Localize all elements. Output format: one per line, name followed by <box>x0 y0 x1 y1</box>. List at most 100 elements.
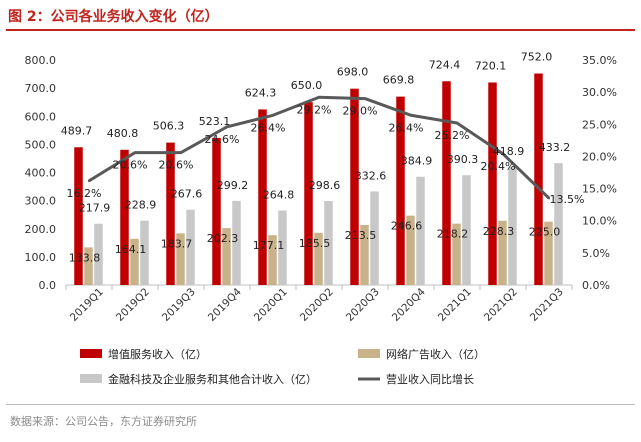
y-left-tick-label: 800.0 <box>25 54 57 67</box>
label-fintech: 264.8 <box>263 189 295 202</box>
y-right-tick-label: 35.0% <box>582 54 617 67</box>
y-right-tick-label: 25.0% <box>582 118 617 131</box>
bar-3 <box>370 191 379 285</box>
bar-2 <box>176 233 185 285</box>
label-fintech: 433.2 <box>539 141 571 154</box>
bar-3 <box>278 210 287 285</box>
label-growth: 16.2% <box>67 187 102 200</box>
chart-title: 图 2：公司各业务收入变化（亿） <box>8 9 219 25</box>
label-ads: 185.5 <box>299 237 331 250</box>
y-right-tick-label: 0.0% <box>582 279 610 292</box>
line-point <box>317 96 321 99</box>
label-value-added: 698.0 <box>337 66 369 79</box>
label-ads: 246.6 <box>391 220 423 233</box>
bar-2 <box>406 215 415 285</box>
line-series <box>87 95 551 200</box>
label-value-added: 752.0 <box>521 51 553 64</box>
label-fintech: 384.9 <box>401 155 433 168</box>
label-ads: 218.2 <box>437 228 469 241</box>
source-rule <box>6 404 635 405</box>
y-left-tick-label: 500.0 <box>25 138 57 151</box>
x-tick-label: 2020Q1 <box>252 286 290 324</box>
label-growth: 29.0% <box>343 105 378 118</box>
bar-2 <box>84 247 93 285</box>
legend-label: 网络广告收入（亿） <box>386 347 485 361</box>
label-value-added: 523.1 <box>199 115 231 128</box>
bar-1 <box>166 142 175 285</box>
legend-label: 金融科技及企业服务和其他合计收入（亿） <box>108 372 317 386</box>
bar-3 <box>186 209 195 285</box>
legend-swatch <box>80 349 102 358</box>
y-left-tick-label: 300.0 <box>25 195 57 208</box>
bar-1 <box>534 73 543 285</box>
label-ads: 164.1 <box>115 243 147 256</box>
label-ads: 228.3 <box>483 225 515 238</box>
label-value-added: 506.3 <box>153 120 185 133</box>
y-left-tick-label: 100.0 <box>25 251 57 264</box>
label-growth: 26.4% <box>251 121 286 134</box>
label-growth: 20.6% <box>113 159 148 172</box>
x-tick-label: 2020Q4 <box>390 286 428 324</box>
line-point <box>363 97 367 100</box>
bar-3 <box>232 200 241 285</box>
line-point <box>547 197 551 200</box>
label-value-added: 724.4 <box>429 58 461 71</box>
label-ads: 183.7 <box>161 237 193 250</box>
bar-3 <box>554 163 563 285</box>
x-tick-label: 2019Q4 <box>206 286 244 324</box>
bar-2 <box>544 221 553 285</box>
label-fintech: 267.6 <box>171 188 203 201</box>
label-value-added: 669.8 <box>383 74 415 87</box>
bar-3 <box>462 175 471 285</box>
y-left-tick-label: 200.0 <box>25 223 57 236</box>
legend-label: 营业收入同比增长 <box>386 372 474 386</box>
bar-2 <box>222 228 231 285</box>
bar-1 <box>396 96 405 286</box>
title-rule <box>6 29 635 31</box>
line-point <box>179 151 183 154</box>
source-note: 数据来源：公司公告，东方证券研究所 <box>10 415 197 428</box>
y-left-tick-label: 700.0 <box>25 82 57 95</box>
label-fintech: 332.6 <box>355 169 387 182</box>
label-growth: 25.2% <box>435 129 470 142</box>
bar-3 <box>94 223 103 285</box>
bar-2 <box>130 238 139 285</box>
label-ads: 225.0 <box>529 226 561 239</box>
y-right-tick-label: 10.0% <box>582 215 617 228</box>
bar-2 <box>314 232 323 285</box>
label-value-added: 650.0 <box>291 79 323 92</box>
label-fintech: 298.6 <box>309 179 341 192</box>
label-ads: 133.8 <box>69 251 101 264</box>
bar-1 <box>120 149 129 285</box>
label-growth: 24.6% <box>205 133 240 146</box>
label-fintech: 299.2 <box>217 179 249 192</box>
y-left-tick-label: 400.0 <box>25 167 57 180</box>
bar-3 <box>508 167 517 285</box>
line-point <box>409 114 413 117</box>
x-tick-label: 2021Q1 <box>436 286 474 324</box>
x-tick-label: 2019Q3 <box>160 286 198 324</box>
y-right-tick-label: 5.0% <box>582 247 610 260</box>
y-left-tick-label: 600.0 <box>25 110 57 123</box>
bar-3 <box>140 220 149 285</box>
label-fintech: 418.9 <box>493 145 525 158</box>
y-left-tick-label: 0.0 <box>39 279 57 292</box>
line-point <box>271 114 275 117</box>
legend-swatch <box>80 374 102 383</box>
label-fintech: 390.3 <box>447 153 479 166</box>
label-fintech: 217.9 <box>79 202 111 215</box>
line-point <box>133 151 137 154</box>
x-tick-label: 2020Q2 <box>298 286 336 324</box>
label-ads: 177.1 <box>253 239 285 252</box>
y-right-tick-label: 15.0% <box>582 183 617 196</box>
bar-1 <box>258 109 267 286</box>
line-point <box>87 179 91 183</box>
data-labels: 489.7 480.8 506.3 523.1 624.3 650.0 698.0 669.8… <box>61 51 585 265</box>
label-value-added: 624.3 <box>245 86 277 99</box>
bar-1 <box>212 137 221 285</box>
bar-1 <box>304 102 313 285</box>
legend: 增值服务收入（亿） 网络广告收入（亿） 金融科技及企业服务和其他合计收入（亿） 营业收… <box>80 347 485 386</box>
bar-1 <box>488 82 497 285</box>
x-tick-label: 2020Q3 <box>344 286 382 324</box>
